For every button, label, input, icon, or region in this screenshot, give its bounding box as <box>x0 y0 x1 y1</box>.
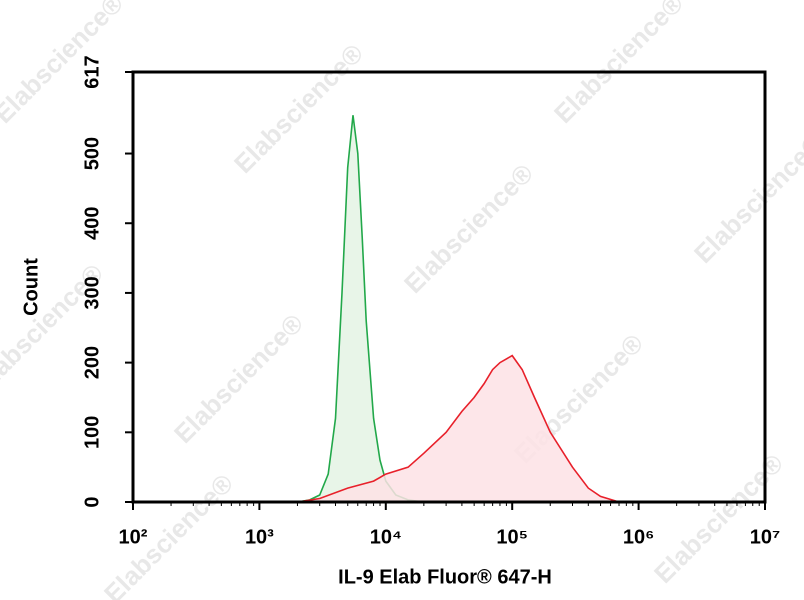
x-axis-label: IL-9 Elab Fluor® 647-H <box>338 566 552 588</box>
watermark: Elabscience® <box>548 0 689 129</box>
y-axis-label: Count <box>20 258 42 316</box>
histogram-line <box>297 354 620 503</box>
histogram-line <box>297 115 425 503</box>
plot <box>297 115 620 503</box>
x-tick-label: 10² <box>119 526 148 548</box>
watermark: Elabscience® <box>0 0 129 129</box>
y-tick-label: 500 <box>81 137 103 170</box>
y-tick-label: 400 <box>81 207 103 240</box>
watermark: Elabscience® <box>398 158 539 299</box>
x-tick-label: 10⁶ <box>623 526 654 548</box>
y-tick-label: 0 <box>81 496 103 507</box>
x-tick-label: 10³ <box>245 526 274 548</box>
watermark: Elabscience® <box>688 128 804 269</box>
y-tick-label: 100 <box>81 416 103 449</box>
y-tick-label: 200 <box>81 346 103 379</box>
x-tick-label: 10⁴ <box>370 526 402 548</box>
watermark: Elabscience® <box>228 38 369 179</box>
watermark: Elabscience® <box>648 448 789 589</box>
y-tick-label: 617 <box>81 55 103 88</box>
x-tick-label: 10⁵ <box>496 526 528 548</box>
plot-frame <box>131 70 767 504</box>
x-tick-label: 10⁷ <box>750 526 781 548</box>
watermark: Elabscience® <box>168 308 309 449</box>
y-tick-label: 300 <box>81 276 103 309</box>
